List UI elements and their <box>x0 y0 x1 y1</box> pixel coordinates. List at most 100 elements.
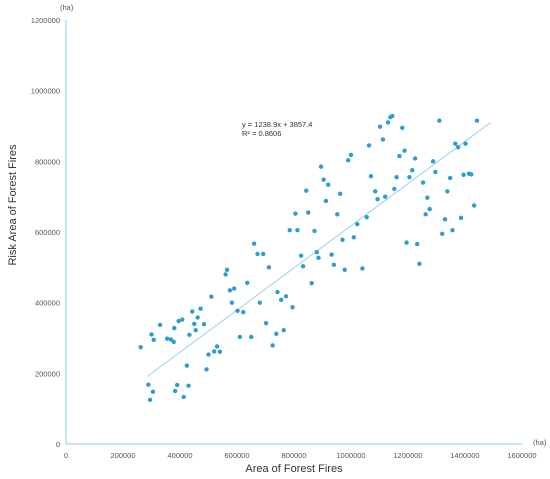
data-point <box>414 241 420 247</box>
x-tick-label: 600000 <box>224 451 249 460</box>
data-point <box>184 363 190 368</box>
trendline <box>146 122 491 377</box>
chart-axes <box>65 20 522 445</box>
data-point <box>453 141 458 146</box>
data-point <box>364 214 369 220</box>
x-axis-ticks: 0 200000 400000 600000 800000 1000000 1200000 1… <box>64 451 537 460</box>
y-tick-label: 1000000 <box>31 87 60 96</box>
data-point <box>455 145 461 150</box>
data-point <box>331 262 337 268</box>
data-point <box>417 261 422 266</box>
data-point <box>412 156 418 161</box>
data-point <box>316 255 321 260</box>
y-axis-unit: (ha) <box>60 3 74 12</box>
x-tick-label: 400000 <box>167 451 192 460</box>
data-point <box>278 297 284 303</box>
data-point <box>318 164 324 169</box>
data-point <box>306 210 311 215</box>
data-point <box>245 280 250 286</box>
data-point <box>266 265 272 270</box>
data-point <box>209 294 214 299</box>
y-tick-label: 1200000 <box>31 16 60 25</box>
y-tick-label: 800000 <box>35 157 60 166</box>
data-point <box>404 240 409 245</box>
data-point <box>150 389 156 394</box>
data-point <box>335 212 340 217</box>
data-point <box>442 217 448 222</box>
data-point <box>164 336 170 341</box>
data-point <box>469 172 474 177</box>
data-point <box>257 300 262 305</box>
data-point <box>217 349 223 354</box>
data-point <box>368 173 374 179</box>
y-tick-label: 0 <box>56 440 60 449</box>
data-point <box>326 182 331 187</box>
data-point <box>251 241 257 246</box>
data-point <box>193 328 198 333</box>
data-point <box>180 317 185 322</box>
y-axis-title: Risk Area of Forest Fires <box>7 144 19 266</box>
data-point <box>380 137 386 142</box>
data-point <box>430 159 436 164</box>
data-point <box>323 198 329 204</box>
data-point <box>385 120 391 125</box>
data-point <box>360 266 365 271</box>
data-point <box>235 308 240 313</box>
data-point <box>377 124 383 129</box>
data-point <box>309 281 314 286</box>
data-point <box>474 118 480 123</box>
data-point <box>157 322 163 328</box>
data-point <box>427 206 432 212</box>
data-point <box>270 343 275 348</box>
data-point <box>275 289 280 295</box>
data-point <box>295 228 300 233</box>
data-point <box>229 300 235 305</box>
data-point <box>290 305 295 310</box>
data-point <box>293 211 298 216</box>
data-point <box>375 196 380 202</box>
trendline-r-squared: R² = 0.8606 <box>242 129 281 138</box>
data-point <box>373 189 378 194</box>
data-point <box>172 325 177 331</box>
y-tick-label: 600000 <box>35 228 60 237</box>
data-point <box>261 251 266 257</box>
data-point <box>206 352 211 357</box>
data-point <box>383 194 388 199</box>
data-point <box>176 318 181 324</box>
data-point <box>397 153 402 159</box>
data-point <box>223 272 228 277</box>
data-point <box>304 188 309 193</box>
data-point <box>201 322 207 327</box>
data-point <box>351 235 357 240</box>
data-point <box>366 143 372 148</box>
data-point <box>450 228 455 233</box>
data-point <box>168 337 174 342</box>
data-point <box>458 215 464 221</box>
x-tick-label: 1600000 <box>507 451 536 460</box>
data-point <box>400 125 405 130</box>
data-point <box>195 315 200 320</box>
data-point <box>138 344 143 350</box>
data-point <box>402 148 407 153</box>
data-point <box>172 388 178 394</box>
x-tick-label: 800000 <box>281 451 306 460</box>
data-point <box>433 169 438 175</box>
data-point <box>186 383 191 388</box>
data-point <box>255 251 260 257</box>
x-axis-unit: (ha) <box>533 438 547 447</box>
data-point <box>171 339 176 345</box>
data-point <box>392 186 397 192</box>
data-point <box>410 167 415 173</box>
x-tick-label: 0 <box>64 451 68 460</box>
data-point <box>407 175 412 180</box>
data-point <box>227 288 233 293</box>
data-point <box>274 331 279 336</box>
data-point <box>329 252 334 257</box>
data-point <box>447 175 453 181</box>
data-point <box>224 267 230 273</box>
data-point <box>212 349 217 354</box>
data-point <box>146 382 151 387</box>
data-point <box>340 237 345 242</box>
data-point <box>263 320 269 326</box>
